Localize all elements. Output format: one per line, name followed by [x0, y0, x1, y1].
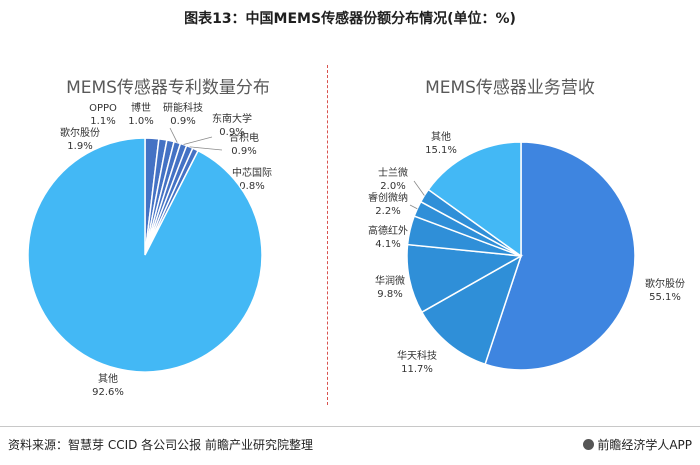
- slice-label-1-4: 睿创微纳: [368, 191, 408, 204]
- slice-value-0-1: 1.1%: [90, 116, 115, 127]
- slice-label-0-2: 博世: [131, 101, 151, 114]
- brand-label: 前瞻经济学人APP: [583, 436, 692, 453]
- left-chart-title: MEMS传感器专利数量分布: [66, 78, 270, 98]
- slice-label-1-5: 士兰微: [378, 166, 408, 179]
- right-pie-chart: 歌尔股份 55.1% 华天科技 11.7% 华润微 9.8% 高德红外 4.1% 睿创微纳 2.2…: [368, 130, 685, 375]
- footer-divider: [0, 426, 700, 427]
- pie-slice-0-7: [27, 137, 263, 373]
- leader-line-1-4: [409, 204, 418, 210]
- slice-value-0-5: 0.9%: [231, 146, 256, 157]
- slice-value-1-5: 2.0%: [380, 181, 405, 192]
- figure-title: 图表13：中国MEMS传感器份额分布情况(单位：%): [184, 11, 516, 27]
- slice-value-0-6: 0.8%: [239, 181, 264, 192]
- right-chart-title: MEMS传感器业务营收: [425, 78, 595, 98]
- slice-value-1-6: 15.1%: [425, 145, 457, 156]
- brand-text: 前瞻经济学人APP: [597, 438, 692, 452]
- slice-value-0-7: 92.6%: [92, 387, 124, 398]
- slice-label-1-0: 歌尔股份: [645, 277, 685, 290]
- pie-slice-1-6: [427, 141, 522, 258]
- slice-value-0-3: 0.9%: [170, 116, 195, 127]
- slice-label-1-6: 其他: [431, 130, 451, 143]
- slice-value-0-0: 1.9%: [67, 141, 92, 152]
- slice-label-0-5: 合积电: [229, 131, 259, 144]
- slice-label-0-0: 歌尔股份: [60, 126, 100, 139]
- slice-label-1-1: 华天科技: [397, 349, 437, 362]
- brand-logo-icon: [583, 439, 595, 450]
- leader-line-0-5: [189, 146, 223, 151]
- pie-slice-1-0: [484, 141, 636, 371]
- slice-value-0-2: 1.0%: [128, 116, 153, 127]
- slice-value-1-3: 4.1%: [375, 239, 400, 250]
- slice-label-0-3: 研能科技: [163, 101, 203, 114]
- slice-label-1-2: 华润微: [375, 274, 405, 287]
- slice-value-1-1: 11.7%: [401, 364, 433, 375]
- slice-value-0-4: 0.9%: [219, 127, 244, 138]
- pie-slice-1-1: [420, 254, 523, 366]
- slice-value-1-0: 55.1%: [649, 292, 681, 303]
- slice-label-0-6: 中芯国际: [232, 166, 272, 179]
- slice-label-0-7: 其他: [98, 372, 118, 385]
- source-note: 资料来源：智慧芽 CCID 各公司公报 前瞻产业研究院整理: [8, 438, 313, 452]
- slice-label-0-1: OPPO: [89, 103, 117, 114]
- leader-line-1-5: [413, 180, 425, 196]
- slice-label-0-4: 东南大学: [212, 112, 252, 125]
- chart-divider: [327, 65, 328, 405]
- charts-canvas: MEMS传感器专利数量分布 MEMS传感器业务营收 歌尔股份 1.9% OPPO 1.…: [27, 78, 685, 398]
- slice-value-1-4: 2.2%: [375, 206, 400, 217]
- leader-line-0-3: [169, 127, 178, 143]
- slice-value-1-2: 9.8%: [377, 289, 402, 300]
- leader-line-0-4: [183, 136, 213, 145]
- slice-label-1-3: 高德红外: [368, 224, 408, 237]
